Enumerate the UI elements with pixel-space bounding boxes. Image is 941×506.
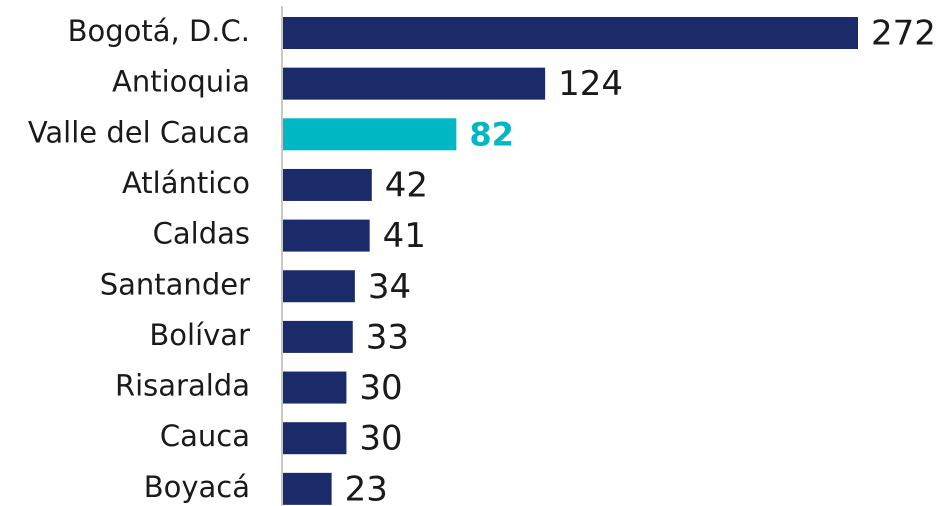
category-label: Santander bbox=[100, 267, 250, 301]
bar bbox=[283, 118, 457, 151]
value-label: 23 bbox=[345, 469, 388, 506]
bar bbox=[283, 371, 347, 404]
category-label: Bolívar bbox=[149, 318, 250, 352]
bar bbox=[283, 67, 546, 100]
category-label: Bogotá, D.C. bbox=[68, 14, 250, 48]
value-label: 82 bbox=[469, 115, 514, 153]
value-label: 124 bbox=[558, 64, 623, 104]
category-label: Atlántico bbox=[122, 166, 250, 200]
category-label: Risaralda bbox=[115, 369, 250, 403]
bar bbox=[283, 472, 332, 505]
value-label: 33 bbox=[366, 317, 409, 357]
value-label: 42 bbox=[385, 165, 428, 205]
value-label: 30 bbox=[359, 368, 402, 408]
bar bbox=[283, 270, 355, 303]
bar bbox=[283, 422, 347, 455]
bar bbox=[283, 17, 858, 49]
value-label: 30 bbox=[359, 419, 402, 459]
bar bbox=[283, 320, 353, 353]
category-label: Valle del Cauca bbox=[28, 115, 250, 149]
category-label: Cauca bbox=[160, 419, 250, 453]
value-label: 272 bbox=[871, 14, 936, 54]
category-label: Antioquia bbox=[112, 65, 250, 99]
category-label: Boyacá bbox=[144, 470, 250, 504]
value-label: 41 bbox=[383, 216, 426, 256]
bar bbox=[283, 219, 370, 252]
value-label: 34 bbox=[368, 267, 411, 307]
category-label: Caldas bbox=[153, 217, 250, 251]
bar bbox=[283, 168, 372, 201]
